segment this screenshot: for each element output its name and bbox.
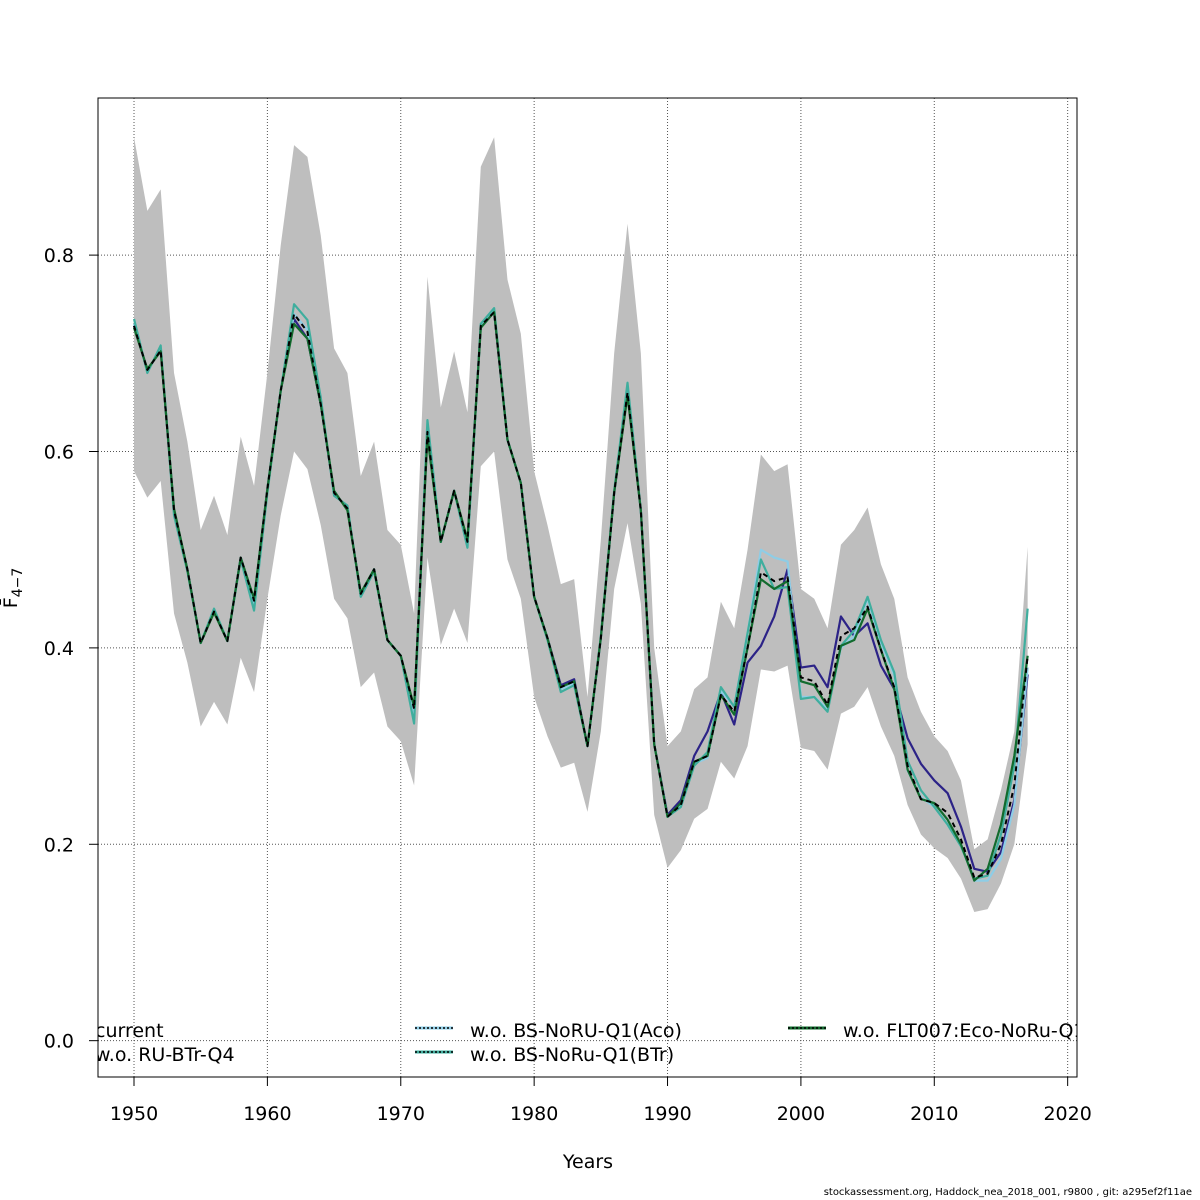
y-axis-title: F̄4−7 — [0, 568, 26, 608]
y-tick-label: 0.4 — [44, 638, 74, 660]
legend-label: w.o. BS-NoRu-Q1(BTr) — [470, 1044, 674, 1066]
x-tick-label: 2010 — [910, 1103, 958, 1125]
x-tick-label: 1970 — [377, 1103, 425, 1125]
x-tick-label: 1990 — [643, 1103, 691, 1125]
series-line — [133, 311, 1029, 879]
legend-item: current — [95, 1020, 164, 1042]
y-tick-label: 0.0 — [44, 1031, 74, 1053]
legend-label: w.o. FLT007:Eco-NoRu-Q1 — [843, 1020, 1085, 1042]
x-tick-label: 1950 — [110, 1103, 158, 1125]
y-tick-label: 0.6 — [44, 442, 74, 464]
x-axis-title: Years — [562, 1151, 613, 1173]
svg-text:F̄4−7: F̄4−7 — [0, 568, 26, 608]
footer-credit: stockassessment.org, Haddock_nea_2018_00… — [823, 1187, 1192, 1198]
series-lines — [132, 303, 1029, 882]
x-tick-label: 2020 — [1043, 1103, 1091, 1125]
legend-item: w.o. FLT007:Eco-NoRu-Q1 — [788, 1020, 1085, 1042]
legend-label: w.o. RU-BTr-Q4 — [95, 1044, 235, 1066]
confidence-band — [134, 137, 1028, 913]
y-tick-label: 0.2 — [44, 834, 74, 856]
confidence-band-area — [134, 137, 1028, 913]
y-axis-title-main: F̄ — [0, 597, 22, 608]
legend-label: w.o. BS-NoRU-Q1(Aco) — [470, 1020, 682, 1042]
x-tick-label: 1980 — [510, 1103, 558, 1125]
legend-label: current — [95, 1020, 164, 1042]
legend-item: w.o. BS-NoRu-Q1(BTr) — [415, 1044, 674, 1066]
legend-item: w.o. RU-BTr-Q4 — [95, 1044, 235, 1066]
x-tick-label: 2000 — [777, 1103, 825, 1125]
axes: 1950 1960 1970 1980 1990 2000 2010 2020 0.0 0.2 0.… — [44, 245, 1092, 1125]
x-tick-label: 1960 — [243, 1103, 291, 1125]
legend-item: w.o. BS-NoRU-Q1(Aco) — [415, 1020, 682, 1042]
y-axis-title-subscript: 4−7 — [10, 568, 26, 598]
legend: current w.o. BS-NoRU-Q1(Aco) w.o. FLT007:E… — [95, 1020, 1085, 1066]
y-tick-label: 0.8 — [44, 245, 74, 267]
